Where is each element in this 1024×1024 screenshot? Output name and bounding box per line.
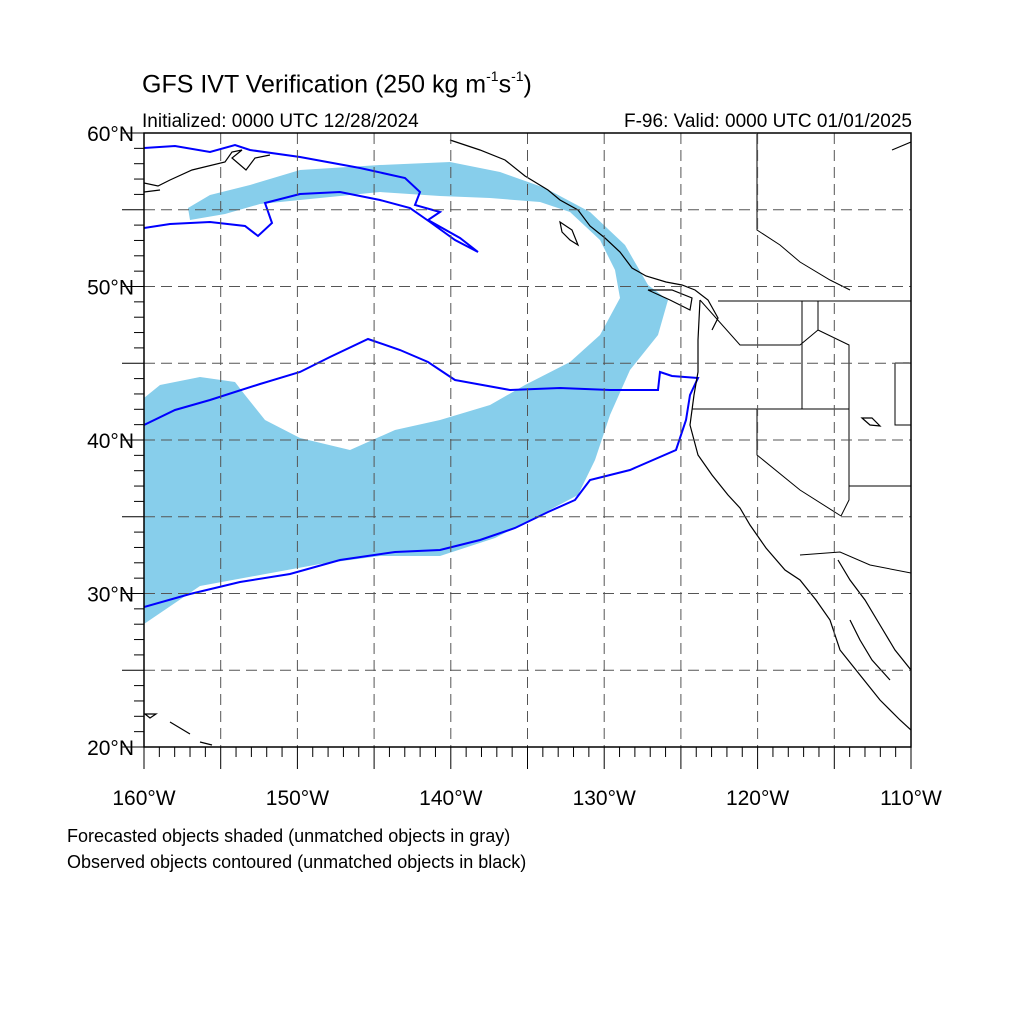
valid-time: F-96: Valid: 0000 UTC 01/01/2025 bbox=[624, 111, 912, 132]
lon-label: 160°W bbox=[112, 787, 175, 810]
observed-note: Observed objects contoured (unmatched ob… bbox=[67, 852, 527, 872]
observed-contour-south bbox=[144, 337, 700, 608]
lon-label: 130°W bbox=[573, 787, 636, 810]
lon-label: 150°W bbox=[266, 787, 329, 810]
initialized-time: Initialized: 0000 UTC 12/28/2024 bbox=[142, 111, 419, 132]
lon-label: 110°W bbox=[880, 787, 942, 810]
political-borders bbox=[692, 134, 911, 574]
axis-ticks bbox=[122, 132, 912, 769]
forecast-object bbox=[144, 162, 668, 624]
forecast-note: Forecasted objects shaded (unmatched obj… bbox=[67, 826, 511, 846]
lat-label: 40°N bbox=[87, 430, 134, 453]
lat-label: 20°N bbox=[87, 737, 134, 760]
lat-label: 60°N bbox=[87, 123, 134, 146]
lon-label: 120°W bbox=[726, 787, 789, 810]
lat-label: 30°N bbox=[87, 584, 134, 607]
latitude-labels: 60°N 50°N 40°N 30°N 20°N bbox=[87, 123, 134, 760]
coastlines bbox=[144, 139, 911, 746]
longitude-labels: 160°W 150°W 140°W 130°W 120°W 110°W bbox=[112, 787, 942, 810]
plot-title: GFS IVT Verification (250 kg m-1s-1) bbox=[142, 68, 532, 99]
lat-label: 50°N bbox=[87, 277, 134, 300]
graticule bbox=[144, 133, 911, 747]
lon-label: 140°W bbox=[419, 787, 482, 810]
observed-contour-north bbox=[144, 143, 479, 253]
